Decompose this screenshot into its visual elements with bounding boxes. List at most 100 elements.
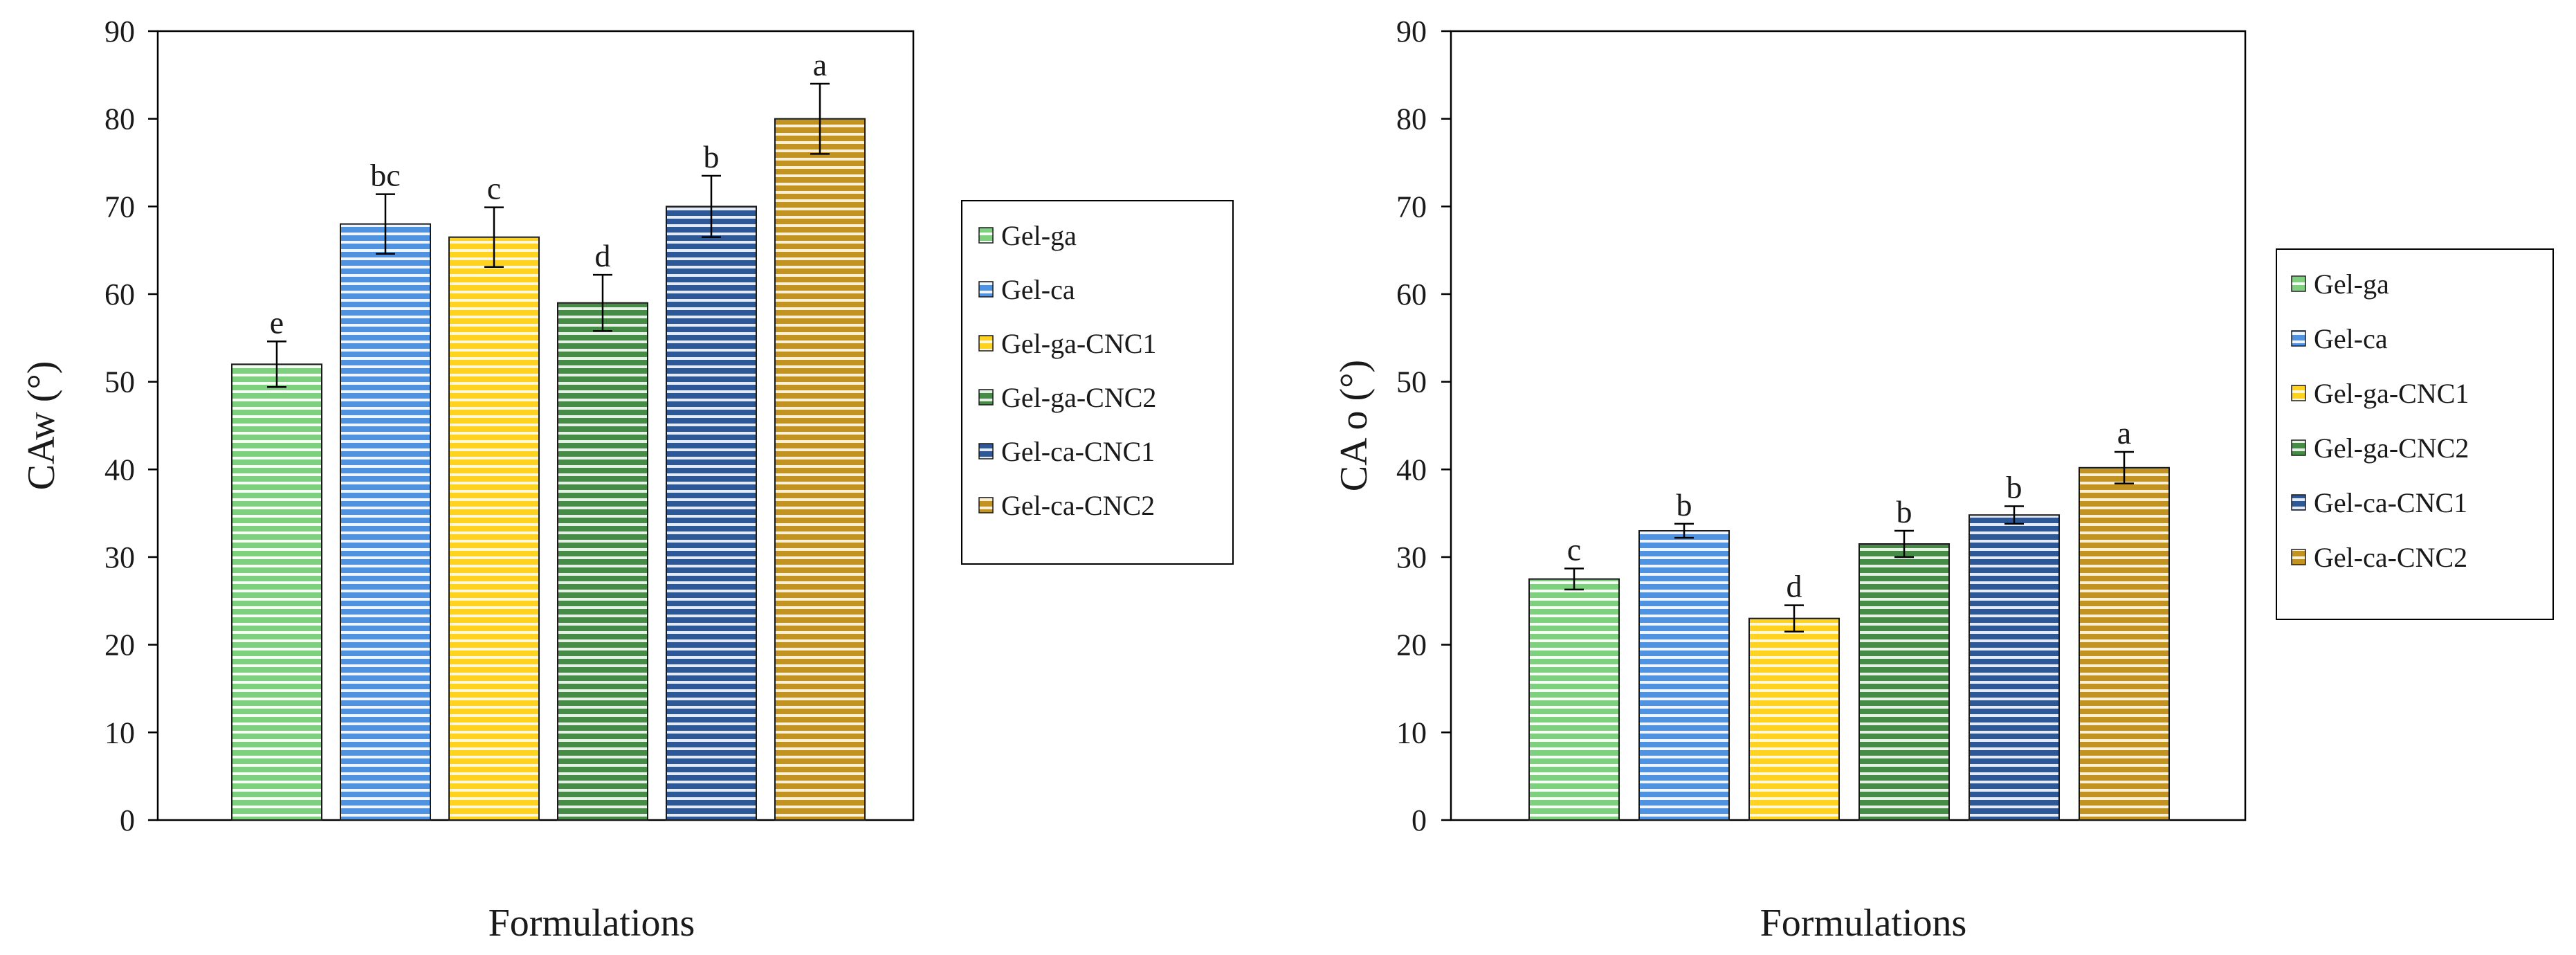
y-tick-label: 60 bbox=[1396, 278, 1427, 311]
significance-letter: c bbox=[1567, 531, 1581, 567]
y-tick-label: 10 bbox=[1396, 716, 1427, 749]
error-bar-gel-ca-cnc1 bbox=[702, 174, 721, 238]
legend-swatch bbox=[2291, 275, 2306, 292]
legend-label: Gel-ga-CNC1 bbox=[2314, 378, 2469, 409]
bar-gel-ga-cnc2 bbox=[557, 302, 648, 821]
significance-letter: c bbox=[487, 171, 501, 206]
bars-left: e bc c d b a bbox=[231, 47, 866, 821]
legend-label: Gel-ca-CNC1 bbox=[1001, 436, 1155, 467]
y-tick-label: 10 bbox=[104, 716, 135, 749]
legend-item-gel-ca-cnc1: Gel-ca-CNC1 bbox=[978, 436, 1155, 467]
bar-gel-ca bbox=[340, 223, 431, 821]
y-axis-right: 0 10 20 30 40 50 60 70 80 90 bbox=[1396, 15, 1451, 837]
legend-swatch bbox=[978, 281, 994, 298]
legend-swatch bbox=[978, 497, 994, 513]
legend-label: Gel-ca-CNC2 bbox=[2314, 542, 2467, 573]
bars-right: c b d b b a bbox=[1528, 415, 2170, 821]
legend-label: Gel-ga-CNC2 bbox=[2314, 433, 2469, 464]
error-bar-gel-ca-cnc2 bbox=[2114, 451, 2134, 484]
legend-swatch bbox=[2291, 439, 2306, 456]
significance-letter: b bbox=[704, 139, 720, 174]
legend-swatch bbox=[2291, 385, 2306, 401]
significance-letter: d bbox=[595, 238, 611, 273]
legend-item-gel-ga-cnc2: Gel-ga-CNC2 bbox=[978, 382, 1156, 413]
bar-gel-ca-cnc1 bbox=[666, 206, 757, 821]
x-axis-label-right: Formulations bbox=[1760, 902, 1967, 945]
error-bar-gel-ca-cnc2 bbox=[810, 82, 830, 155]
bar-gel-ga bbox=[231, 363, 322, 821]
legend-left: Gel-ga Gel-ca Gel-ga-CNC1 Gel-ga-CNC2 Gel-ca… bbox=[961, 200, 1234, 565]
chart-left: 0 10 20 30 40 50 60 70 80 90 e bc c d b a CAw (°) Form… bbox=[20, 15, 1234, 945]
bar-gel-ca-cnc2 bbox=[774, 118, 866, 821]
y-tick-label: 70 bbox=[104, 190, 135, 224]
y-tick-label: 50 bbox=[104, 365, 135, 399]
significance-letter: b bbox=[1897, 494, 1912, 529]
y-tick-label: 0 bbox=[120, 803, 135, 837]
bar-gel-ca-cnc2 bbox=[2079, 466, 2170, 821]
legend-label: Gel-ga bbox=[1001, 220, 1077, 251]
legend-item-gel-ca: Gel-ca bbox=[2291, 323, 2388, 354]
legend-label: Gel-ga bbox=[2314, 269, 2389, 300]
bar-gel-ga-cnc1 bbox=[448, 236, 540, 821]
y-tick-label: 40 bbox=[104, 453, 135, 486]
significance-letter: d bbox=[1787, 569, 1802, 604]
plot-frame-right bbox=[1450, 30, 2247, 821]
error-bar-gel-ga-cnc2 bbox=[1894, 529, 1914, 558]
error-bar-gel-ca-cnc1 bbox=[2004, 505, 2024, 525]
y-tick-label: 80 bbox=[104, 102, 135, 136]
legend-label: Gel-ga-CNC1 bbox=[1001, 328, 1156, 359]
y-axis-left: 0 10 20 30 40 50 60 70 80 90 bbox=[104, 15, 158, 837]
significance-letter: b bbox=[1677, 487, 1692, 522]
legend-item-gel-ca-cnc2: Gel-ca-CNC2 bbox=[2291, 542, 2467, 573]
error-bar-gel-ca bbox=[1674, 522, 1694, 539]
y-tick-label: 30 bbox=[104, 540, 135, 574]
legend-swatch bbox=[2291, 494, 2306, 511]
error-bar-gel-ca bbox=[376, 193, 395, 255]
legend-item-gel-ca-cnc2: Gel-ca-CNC2 bbox=[978, 490, 1155, 521]
chart-right: 0 10 20 30 40 50 60 70 80 90 c b d b b a CA o (°) Form… bbox=[1333, 15, 2554, 945]
legend-label: Gel-ca-CNC1 bbox=[2314, 487, 2467, 518]
legend-item-gel-ga-cnc2: Gel-ga-CNC2 bbox=[2291, 433, 2469, 464]
y-axis-label-right: CA o (°) bbox=[1333, 360, 1376, 491]
bar-gel-ca-cnc1 bbox=[1968, 514, 2060, 821]
legend-frame-right bbox=[2276, 248, 2554, 620]
y-axis-label-left: CAw (°) bbox=[20, 361, 63, 491]
legend-frame-left bbox=[961, 200, 1234, 565]
error-bar-gel-ga-cnc1 bbox=[1784, 604, 1804, 633]
error-bar-gel-ga-cnc2 bbox=[593, 273, 612, 332]
legend-item-gel-ga-cnc1: Gel-ga-CNC1 bbox=[2291, 378, 2469, 409]
y-tick-label: 50 bbox=[1396, 365, 1427, 399]
y-tick-label: 40 bbox=[1396, 453, 1427, 486]
significance-letter: a bbox=[2117, 415, 2131, 451]
y-tick-label: 90 bbox=[104, 15, 135, 48]
legend-item-gel-ga-cnc1: Gel-ga-CNC1 bbox=[978, 328, 1156, 359]
legend-swatch bbox=[978, 443, 994, 460]
legend-swatch bbox=[978, 335, 994, 352]
legend-right: Gel-ga Gel-ca Gel-ga-CNC1 Gel-ga-CNC2 Gel-ca… bbox=[2276, 248, 2554, 620]
legend-item-gel-ga: Gel-ga bbox=[978, 220, 1077, 251]
y-tick-label: 70 bbox=[1396, 190, 1427, 224]
legend-label: Gel-ga-CNC2 bbox=[1001, 382, 1156, 413]
significance-letter: a bbox=[813, 47, 827, 82]
y-tick-label: 30 bbox=[1396, 540, 1427, 574]
legend-label: Gel-ca bbox=[1001, 274, 1075, 305]
y-tick-label: 0 bbox=[1412, 803, 1427, 837]
bar-gel-ga bbox=[1528, 578, 1620, 821]
significance-letter: b bbox=[2007, 470, 2022, 505]
y-tick-label: 90 bbox=[1396, 15, 1427, 48]
error-bar-gel-ga bbox=[267, 340, 286, 388]
x-axis-label-left: Formulations bbox=[488, 902, 695, 945]
legend-swatch bbox=[978, 389, 994, 406]
bar-gel-ga-cnc2 bbox=[1858, 543, 1950, 821]
legend-swatch bbox=[2291, 549, 2306, 565]
legend-label: Gel-ca bbox=[2314, 323, 2388, 354]
y-tick-label: 20 bbox=[1396, 628, 1427, 662]
legend-label: Gel-ca-CNC2 bbox=[1001, 490, 1155, 521]
significance-letter: e bbox=[270, 304, 284, 340]
legend-swatch bbox=[978, 227, 994, 244]
legend-swatch bbox=[2291, 330, 2306, 347]
error-bar-gel-ga-cnc1 bbox=[484, 206, 504, 268]
legend-item-gel-ca-cnc1: Gel-ca-CNC1 bbox=[2291, 487, 2467, 518]
legend-item-gel-ga: Gel-ga bbox=[2291, 269, 2389, 300]
